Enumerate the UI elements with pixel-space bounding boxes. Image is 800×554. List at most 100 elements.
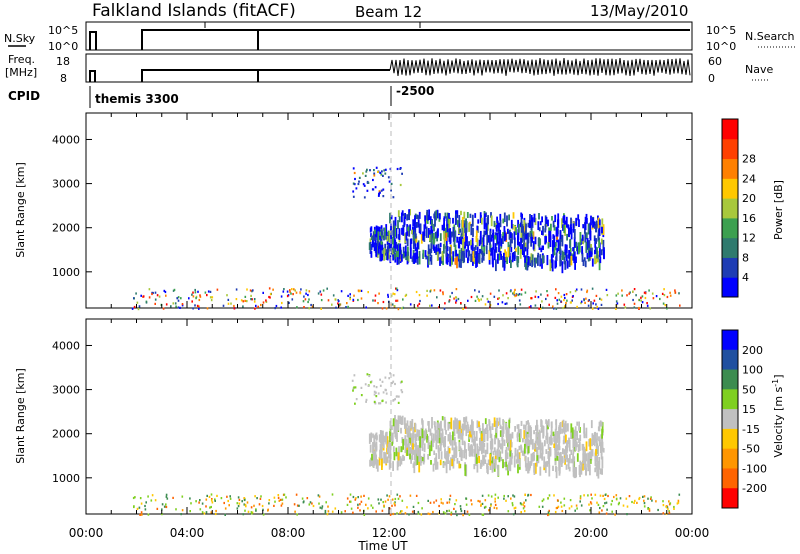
scatter-cell <box>366 373 369 376</box>
scatter-cell <box>481 494 484 497</box>
scatter-cell <box>576 453 579 462</box>
scatter-cell <box>541 230 543 235</box>
scatter-cell <box>453 231 455 241</box>
scatter-cell <box>477 450 480 455</box>
power-colorbar-label: Power [dB] <box>772 180 785 240</box>
scatter-cell <box>465 232 467 243</box>
scatter-cell <box>379 378 381 381</box>
scatter-cell <box>449 232 452 244</box>
y-tick-label: 3000 <box>52 384 80 397</box>
scatter-cell <box>349 500 352 503</box>
scatter-cell <box>585 441 588 452</box>
scatter-cell <box>393 238 396 250</box>
scatter-cell <box>380 449 383 460</box>
scatter-cell <box>423 230 426 242</box>
scatter-cell <box>439 257 441 266</box>
scatter-cell <box>564 305 566 308</box>
scatter-cell <box>452 431 454 441</box>
scatter-cell <box>384 243 387 251</box>
scatter-cell <box>399 167 402 170</box>
scatter-cell <box>181 304 184 307</box>
scatter-cell <box>369 444 372 453</box>
scatter-cell <box>434 430 437 441</box>
scatter-cell <box>441 432 444 443</box>
scatter-cell <box>594 431 596 437</box>
scatter-cell <box>286 295 289 298</box>
scatter-cell <box>499 424 502 429</box>
scatter-cell <box>558 432 561 444</box>
scatter-cell <box>514 295 516 298</box>
scatter-cell <box>233 304 235 308</box>
scatter-cell <box>507 297 509 300</box>
scatter-cell <box>406 214 408 221</box>
scatter-cell <box>460 509 463 513</box>
scatter-cell <box>418 461 421 473</box>
nsky-bottom-tick: 10^0 <box>48 40 78 53</box>
scatter-cell <box>262 291 264 294</box>
scatter-cell <box>432 241 435 251</box>
scatter-cell <box>455 510 457 513</box>
scatter-cell <box>590 251 592 257</box>
scatter-cell <box>465 449 467 460</box>
scatter-cell <box>395 241 398 249</box>
scatter-cell <box>154 302 156 305</box>
scatter-cell <box>424 250 427 257</box>
scatter-cell <box>617 292 619 295</box>
scatter-cell <box>309 501 312 504</box>
scatter-cell <box>319 506 322 509</box>
scatter-cell <box>444 212 447 219</box>
scatter-cell <box>587 304 590 307</box>
scatter-cell <box>507 427 510 439</box>
scatter-cell <box>242 513 245 516</box>
scatter-cell <box>678 493 681 496</box>
scatter-cell <box>370 233 372 238</box>
scatter-cell <box>441 224 444 231</box>
scatter-cell <box>553 434 555 442</box>
scatter-cell <box>450 417 453 430</box>
scatter-cell <box>372 236 374 248</box>
scatter-cell <box>543 456 546 468</box>
scatter-cell <box>181 303 184 306</box>
scatter-cell <box>512 252 515 258</box>
scatter-cell <box>474 245 477 250</box>
scatter-cell <box>494 434 496 445</box>
scatter-cell <box>551 216 553 221</box>
scatter-cell <box>503 494 505 498</box>
scatter-cell <box>262 301 265 304</box>
scatter-cell <box>602 448 605 453</box>
beam-title: Beam 12 <box>355 3 422 21</box>
scatter-cell <box>569 250 572 261</box>
scatter-cell <box>457 297 460 301</box>
scatter-cell <box>222 304 225 307</box>
scatter-cell <box>518 459 521 467</box>
scatter-cell <box>331 510 334 513</box>
scatter-cell <box>497 496 499 499</box>
scatter-cell <box>522 503 525 506</box>
scatter-cell <box>536 447 539 456</box>
scatter-cell <box>439 289 442 292</box>
station-title: Falkland Islands (fitACF) <box>92 1 296 21</box>
scatter-cell <box>666 307 668 310</box>
scatter-cell <box>545 420 548 430</box>
scatter-cell <box>563 449 566 460</box>
scatter-cell <box>268 287 271 290</box>
scatter-cell <box>601 428 603 439</box>
scatter-cell <box>427 454 429 460</box>
scatter-cell <box>387 498 389 501</box>
scatter-cell <box>401 510 403 513</box>
scatter-cell <box>448 218 451 228</box>
scatter-cell <box>443 437 446 448</box>
scatter-cell <box>534 462 537 474</box>
scatter-cell <box>481 240 484 246</box>
scatter-cell <box>555 419 558 431</box>
scatter-cell <box>659 297 661 301</box>
scatter-cell <box>562 427 565 433</box>
scatter-cell <box>391 433 393 439</box>
scatter-cell <box>396 512 398 515</box>
scatter-cell <box>456 210 459 218</box>
scatter-cell <box>367 507 369 510</box>
scatter-cell <box>561 509 564 513</box>
scatter-cell <box>465 306 467 309</box>
scatter-cell <box>385 431 388 441</box>
